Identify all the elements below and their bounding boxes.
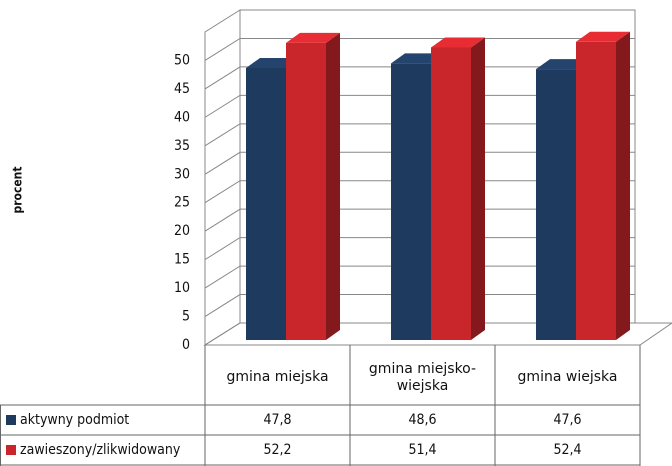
data-table	[0, 345, 641, 466]
bar-front	[576, 41, 616, 341]
grid-line	[204, 37, 635, 61]
value-label: 47,8	[263, 412, 291, 428]
bar	[431, 37, 485, 340]
y-tick-label: 45	[174, 81, 190, 97]
category-cell: gmina miejsko-wiejska	[368, 360, 477, 394]
x-tick-label: gmina wiejska	[517, 369, 618, 385]
bar	[576, 31, 630, 341]
bar-front	[391, 63, 431, 341]
bar	[286, 32, 340, 341]
grid-line	[204, 208, 635, 232]
grid-line	[204, 94, 635, 118]
x-tick-label: gmina miejska	[226, 369, 329, 385]
bar-side	[616, 31, 630, 341]
grid-line	[204, 294, 635, 317]
y-tick-label: 0	[182, 337, 190, 353]
grid-line	[204, 322, 635, 346]
bar-top	[431, 37, 485, 48]
grid-line	[204, 66, 635, 90]
bar-side	[471, 37, 485, 340]
bar-front	[431, 47, 471, 340]
legend-swatch	[6, 445, 16, 455]
y-tick-label: 5	[182, 309, 190, 325]
y-tick-label: 50	[174, 52, 190, 68]
y-tick-label: 25	[174, 195, 190, 211]
grid-line	[204, 180, 635, 204]
value-label: 51,4	[408, 442, 436, 458]
category-cell: gmina miejska	[226, 369, 329, 385]
grid-line	[204, 151, 635, 175]
grid-line	[204, 237, 635, 261]
grid-line	[204, 265, 635, 289]
bar-front	[536, 69, 576, 340]
left-wall	[204, 9, 241, 346]
y-tick-label: 10	[174, 280, 190, 296]
value-label: 47,6	[553, 412, 581, 428]
y-tick-label: 20	[174, 223, 190, 239]
bar-front	[286, 42, 326, 341]
value-label: 52,2	[263, 442, 291, 458]
y-axis-label: procent	[11, 166, 25, 213]
grid-line	[204, 123, 635, 147]
y-tick-label: 40	[174, 109, 190, 125]
bar-top	[576, 31, 630, 42]
bar-front	[246, 67, 286, 340]
value-label: 48,6	[408, 412, 436, 428]
bar-top	[286, 32, 340, 43]
value-label: 52,4	[553, 442, 581, 458]
x-tick-label: gmina miejsko-wiejska	[368, 360, 477, 394]
category-cell: gmina wiejska	[517, 369, 618, 385]
legend-label: aktywny podmiot	[20, 412, 129, 428]
y-tick-label: 35	[174, 138, 190, 154]
y-tick-label: 30	[174, 166, 190, 182]
legend-swatch	[6, 415, 16, 425]
y-tick-label: 15	[174, 252, 190, 268]
bar-side	[326, 32, 340, 341]
legend-label: zawieszony/zlikwidowany	[20, 442, 181, 458]
